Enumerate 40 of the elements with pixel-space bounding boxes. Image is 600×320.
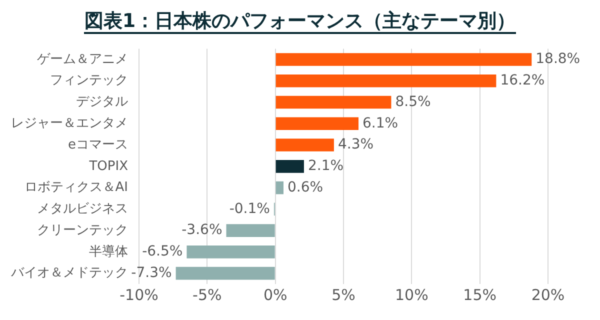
data-label: 16.2% (500, 72, 545, 89)
y-tick-label: バイオ＆メドテック (10, 266, 128, 281)
bar (176, 266, 275, 280)
data-label: -7.3% (131, 264, 172, 281)
data-label: -3.6% (182, 222, 222, 238)
y-tick-label: 半導体 (89, 244, 128, 260)
y-tick-label: eコマース (68, 137, 128, 152)
y-tick-label: TOPIX (88, 158, 128, 174)
bar (276, 96, 392, 109)
chart-title: 図表1：日本株のパフォーマンス（主なテーマ別） (84, 10, 516, 34)
x-tick-label: -5% (192, 286, 222, 304)
bar (276, 74, 496, 88)
x-tick-label: 5% (332, 286, 356, 304)
data-label: -6.5% (142, 244, 183, 260)
bar (276, 160, 304, 173)
x-tick-label: 10% (394, 286, 428, 304)
data-label: -0.1% (229, 200, 270, 217)
bar (276, 117, 358, 130)
y-tick-label: ロボティクス＆AI (24, 180, 128, 196)
y-tick-label: フィンテック (50, 73, 128, 88)
data-label: 6.1% (362, 115, 398, 132)
x-tick-label: 0% (263, 286, 288, 304)
data-label: 18.8% (536, 51, 580, 68)
x-tick-label: 15% (463, 286, 497, 304)
data-label: 4.3% (338, 136, 374, 153)
bar (276, 181, 284, 194)
bar (276, 53, 532, 66)
bar (186, 246, 275, 258)
x-tick-label: -10% (120, 286, 158, 304)
x-tick-label: 20% (531, 286, 565, 304)
y-tick-label: クリーンテック (37, 222, 128, 238)
data-label: 8.5% (395, 94, 431, 110)
y-tick-label: デジタル (76, 94, 128, 110)
bar (226, 224, 275, 237)
y-tick-label: レジャー＆エンタメ (11, 116, 128, 132)
data-label: 0.6% (288, 179, 324, 196)
y-tick-label: ゲーム＆アニメ (37, 52, 128, 67)
y-tick-label: メタルビジネス (37, 202, 128, 217)
data-label: 2.1% (308, 158, 344, 174)
bar (276, 138, 334, 152)
